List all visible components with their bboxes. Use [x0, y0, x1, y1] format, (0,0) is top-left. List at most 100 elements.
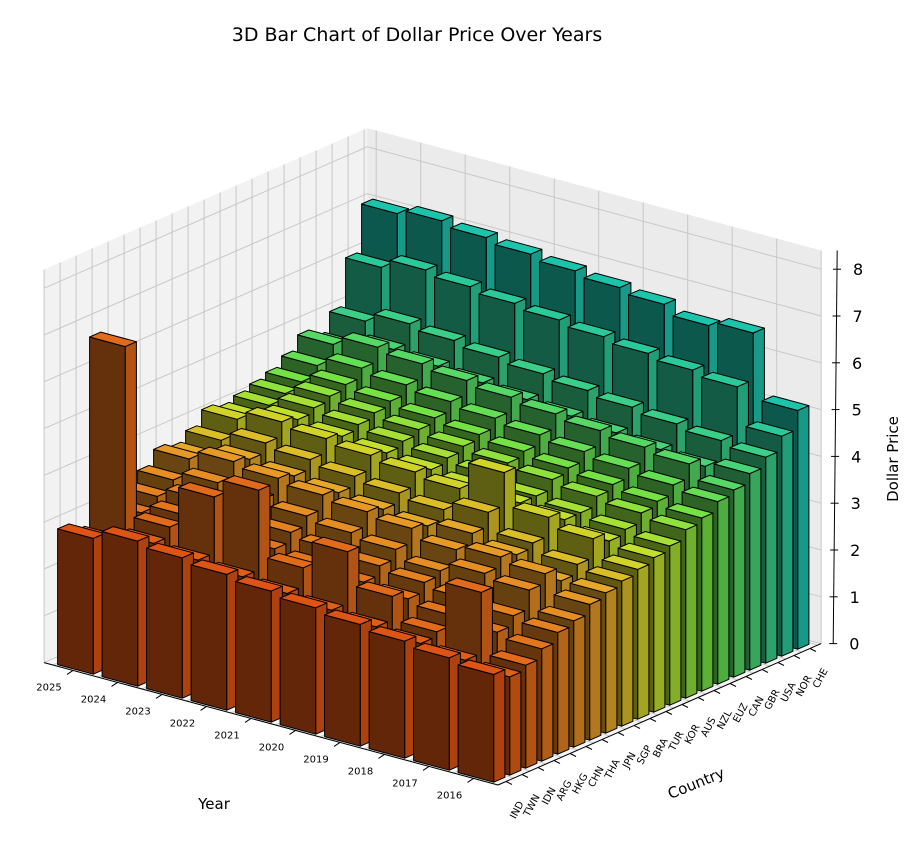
bar-top-face: [293, 381, 342, 397]
bar-top-face: [551, 375, 600, 391]
bar-side-face: [146, 547, 183, 699]
bar-top-face: [512, 502, 561, 518]
bar-front-face: [509, 671, 522, 776]
country-tick-label: CHE: [811, 667, 830, 691]
country-tick: [633, 725, 641, 729]
bar-top-face: [505, 633, 554, 650]
year-tick-label: 2019: [303, 754, 328, 765]
bar-top-face: [589, 514, 637, 530]
bar-top-face: [541, 549, 589, 565]
bar-top-face: [448, 558, 497, 574]
bar-top-face: [190, 559, 239, 575]
bar-top-face: [407, 494, 456, 511]
bar-front-face: [685, 524, 698, 699]
bar-front-face: [701, 512, 714, 692]
z-grid-line: [43, 193, 822, 336]
z-tick-label: 6: [852, 354, 862, 373]
bar-top-face: [281, 350, 329, 367]
bar-top-face: [457, 659, 506, 675]
bar-top-face: [233, 390, 281, 406]
bar-top-face: [459, 403, 507, 419]
bar-top-face: [713, 458, 762, 475]
bar-top-face: [553, 589, 602, 605]
bar-top-face: [265, 366, 313, 383]
bar-front-face: [573, 615, 586, 748]
bar-side-face: [101, 531, 139, 687]
bar-top-face: [297, 329, 345, 345]
country-tick: [665, 711, 673, 715]
year-tick-label: 2022: [170, 718, 195, 729]
year-tick-label: 2024: [81, 694, 106, 705]
bar-top-face: [245, 406, 294, 423]
bar-front-face: [637, 564, 650, 720]
year-tick-label: 2025: [36, 682, 61, 693]
country-tick: [681, 704, 689, 708]
bar-top-face: [418, 325, 466, 341]
bar-front-face: [717, 496, 730, 685]
year-tick-label: 2018: [348, 766, 373, 777]
bar-top-face: [564, 415, 612, 432]
bar-top-face: [503, 419, 552, 436]
bar-top-face: [628, 289, 676, 305]
bar-front-face: [621, 575, 634, 727]
bar-top-face: [701, 371, 749, 388]
bar-top-face: [137, 465, 185, 481]
bar-top-face: [496, 528, 545, 544]
bar-front-face: [557, 627, 570, 755]
bar-top-face: [242, 463, 290, 479]
bar-top-face: [270, 501, 319, 517]
country-axis: [497, 643, 822, 786]
bar-top-face: [290, 423, 338, 440]
bar-top-face: [521, 617, 570, 633]
bar-2023-IND: [146, 542, 194, 699]
bar-top-face: [178, 481, 226, 498]
bar-side-face: [190, 564, 228, 711]
bar-top-face: [569, 577, 618, 594]
bar-top-face: [356, 581, 404, 597]
bar-top-face: [443, 419, 491, 436]
bar-top-face: [494, 239, 543, 255]
bar-top-face: [405, 205, 454, 222]
z-grid-line: [43, 146, 822, 289]
country-tick: [761, 669, 769, 673]
bar-top-face: [400, 616, 449, 633]
bar-top-face: [493, 575, 541, 591]
bar-top-face: [235, 576, 283, 592]
year-tick-label: 2021: [214, 730, 239, 741]
year-tick: [66, 669, 74, 675]
bar-top-face: [761, 395, 810, 411]
bar-top-face: [656, 355, 705, 371]
bar-top-face: [592, 453, 641, 469]
bar-top-face: [601, 554, 650, 570]
bar-top-face: [286, 480, 335, 496]
bar-top-face: [363, 478, 411, 494]
bar-top-face: [560, 481, 609, 497]
year-tick-label: 2017: [392, 778, 417, 789]
year-tick: [289, 729, 296, 735]
bar-side-face: [57, 528, 94, 675]
bar-2016-IND: [457, 659, 506, 783]
year-tick: [467, 777, 474, 783]
bar-top-face: [583, 272, 632, 289]
bar-2022-IND: [190, 559, 239, 711]
bar-top-face: [633, 531, 682, 547]
bar-top-face: [464, 542, 513, 558]
bar-front-face: [589, 599, 602, 741]
bar-top-face: [468, 457, 516, 474]
bar-top-face: [277, 392, 326, 409]
bar-top-face: [315, 517, 363, 534]
bar-top-face: [478, 288, 527, 304]
country-tick: [697, 697, 705, 701]
bar-top-face: [532, 452, 580, 469]
year-tick: [200, 705, 207, 711]
bar-top-face: [585, 566, 634, 582]
bar-side-face: [457, 664, 495, 783]
bar-top-face: [423, 473, 472, 490]
year-tick: [378, 753, 385, 759]
bar-top-face: [434, 271, 482, 288]
bar-2021-IND: [235, 576, 283, 723]
chart-title: 3D Bar Chart of Dollar Price Over Years: [232, 24, 602, 46]
year-tick: [333, 741, 341, 747]
bar-top-face: [57, 523, 105, 539]
